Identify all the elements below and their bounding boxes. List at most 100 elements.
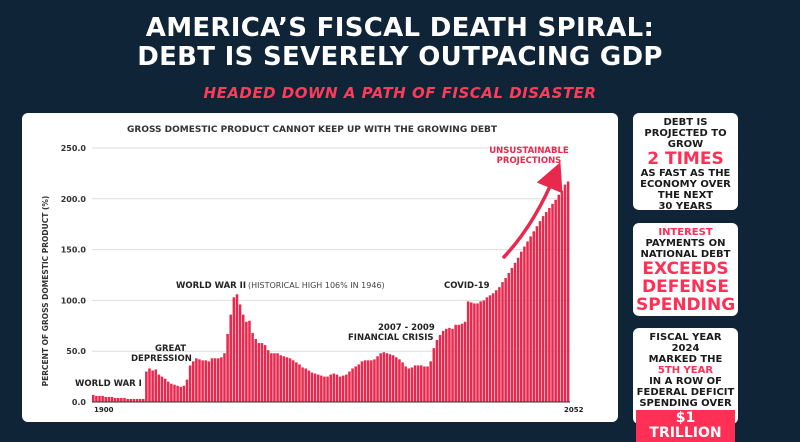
bar-2026	[485, 297, 489, 402]
bar-1997	[395, 357, 398, 402]
bar-1972	[316, 374, 320, 402]
bar-1947	[238, 304, 242, 402]
bar-2042	[535, 226, 539, 402]
stat-text: 2024	[671, 343, 700, 354]
bar-2048	[554, 199, 557, 402]
bar-1967	[301, 367, 304, 402]
stat-text: GROW	[667, 139, 704, 150]
bar-2040	[529, 236, 532, 402]
bar-2006	[423, 366, 426, 402]
bar-1988	[366, 360, 370, 402]
bar-1919	[151, 370, 154, 402]
bar-1944	[229, 314, 232, 402]
bar-1945	[232, 297, 236, 402]
x-start-label: 1900	[94, 406, 114, 414]
bar-2001	[407, 368, 411, 402]
bar-1916	[141, 398, 145, 402]
page-subtitle: HEADED DOWN A PATH OF FISCAL DISASTER	[203, 84, 597, 102]
bar-1930	[185, 379, 189, 402]
bar-1999	[401, 362, 404, 402]
bar-2046	[548, 207, 551, 402]
bar-1938	[210, 358, 214, 402]
bar-1979	[338, 376, 342, 402]
bar-1961	[282, 356, 286, 402]
bar-1962	[285, 357, 289, 402]
stat-highlight: SPENDING	[636, 295, 736, 315]
bar-2038	[523, 246, 526, 402]
bar-2007	[426, 366, 429, 402]
bar-2019	[463, 321, 467, 402]
bar-2035	[513, 262, 517, 402]
bar-1992	[379, 353, 382, 402]
bar-1908	[116, 397, 120, 402]
bar-1995	[388, 354, 392, 402]
bar-2034	[510, 267, 514, 402]
bar-1991	[376, 356, 379, 402]
bar-2051	[563, 184, 567, 402]
bar-1996	[391, 355, 395, 402]
bar-1917	[145, 371, 148, 402]
bar-2021	[470, 302, 473, 402]
bar-2037	[520, 251, 523, 402]
bar-1920	[154, 369, 157, 402]
annotation-great-depression-line-1: GREAT	[155, 344, 186, 354]
bar-1906	[110, 396, 114, 402]
y-axis-ticks: 0.0 50.0 100.0 150.0 200.0 250.0	[61, 144, 87, 407]
stat-text: DEBT IS	[663, 117, 708, 128]
stat-text-accent: 5TH YEAR	[657, 365, 714, 376]
bar-1958	[273, 353, 276, 402]
bar-2033	[507, 272, 511, 402]
bar-1934	[198, 359, 201, 402]
bar-1928	[179, 386, 182, 402]
bar-1941	[220, 357, 223, 402]
annotation-wwi: WORLD WAR I	[75, 379, 142, 389]
bar-1933	[195, 358, 198, 402]
bar-1926	[173, 384, 176, 402]
stat-box-debt-growth: DEBT IS PROJECTED TO GROW 2 TIMES AS FAS…	[633, 113, 738, 212]
bar-1957	[270, 353, 273, 402]
bar-2047	[551, 203, 554, 402]
bar-2013	[445, 328, 448, 402]
bar-2003	[413, 365, 417, 402]
debt-to-gdp-chart: GROSS DOMESTIC PRODUCT CANNOT KEEP UP WI…	[41, 125, 584, 414]
chart-panel: GROSS DOMESTIC PRODUCT CANNOT KEEP UP WI…	[22, 113, 618, 422]
bar-2043	[538, 221, 542, 402]
bar-1950	[248, 320, 251, 402]
annotation-wwii-detail: (HISTORICAL HIGH 106% IN 1946)	[248, 281, 385, 290]
bar-1987	[363, 360, 367, 402]
projection-arrow-icon	[502, 162, 563, 259]
bar-1905	[107, 396, 111, 402]
bar-1921	[157, 374, 161, 402]
bar-1975	[326, 376, 329, 402]
bar-1911	[126, 398, 129, 402]
bar-2044	[541, 216, 545, 402]
bar-2002	[410, 367, 414, 402]
bar-1927	[176, 385, 179, 402]
bar-1960	[279, 355, 282, 402]
bar-1953	[257, 343, 261, 402]
bar-1948	[241, 314, 245, 402]
bar-2041	[532, 231, 536, 402]
bar-1994	[385, 353, 389, 402]
bar-2050	[560, 190, 564, 402]
bar-2023	[476, 303, 479, 402]
bar-2024	[479, 301, 482, 402]
bar-1902	[98, 395, 101, 402]
bar-1940	[216, 358, 220, 402]
annotation-financial-crisis-line-2: FINANCIAL CRISIS	[348, 333, 433, 343]
bar-2031	[501, 282, 504, 402]
bar-1966	[298, 364, 301, 402]
bar-1982	[348, 371, 351, 402]
bar-2028	[491, 293, 495, 402]
y-tick-label: 250.0	[61, 144, 87, 153]
bar-2010	[435, 340, 439, 402]
bar-1978	[335, 374, 339, 402]
bar-1923	[163, 378, 167, 402]
bar-1986	[360, 361, 364, 402]
bar-1903	[101, 395, 104, 402]
bar-1976	[329, 374, 332, 402]
bar-1973	[320, 375, 323, 402]
bar-1956	[266, 350, 270, 402]
bar-2049	[557, 194, 561, 402]
bar-1993	[382, 352, 386, 402]
